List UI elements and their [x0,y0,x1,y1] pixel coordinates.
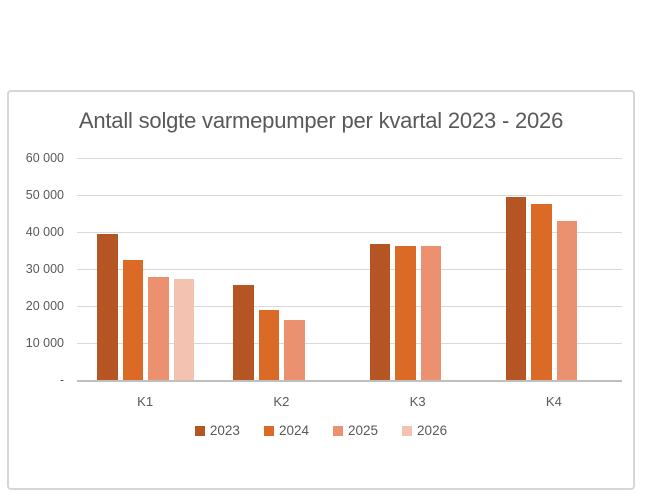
bar [233,285,254,380]
legend-label: 2023 [209,423,240,438]
bar [97,233,118,380]
bar [148,277,169,380]
bar [395,245,416,380]
x-axis-category-label: K4 [545,394,562,409]
y-axis-tick-label: 50 000 [25,188,64,202]
y-axis-tick-label: 40 000 [25,225,64,239]
legend-item: 2024 [263,423,309,438]
legend-label: 2024 [278,423,309,438]
bar [258,309,280,380]
bar [284,319,305,380]
x-axis-category-label: K3 [409,394,426,409]
y-axis-tick-label: 60 000 [25,151,64,165]
legend-item: 2023 [194,423,240,438]
bar [505,196,527,380]
x-axis-category-label: K1 [137,394,154,409]
legend-swatch [333,426,343,436]
y-axis-tick-label: - [59,373,64,387]
y-axis-tick-label: 10 000 [25,336,64,350]
legend-label: 2026 [417,423,448,438]
legend-swatch [402,426,413,436]
bar [531,204,552,380]
chart-frame: Antall solgte varmepumper per kvartal 20… [7,90,635,490]
y-axis-tick-label: 30 000 [25,262,64,276]
gridline [77,195,622,196]
y-axis-tick-label: 20 000 [25,299,64,313]
gridline [77,269,622,270]
gridline [77,343,622,344]
x-axis-line [77,380,622,382]
legend-swatch [194,426,205,436]
bar [556,221,578,380]
bar [122,260,144,380]
gridline [77,232,622,233]
bar [420,245,442,380]
x-axis-category-label: K2 [273,394,290,409]
gridline [77,158,622,159]
legend-label: 2025 [348,423,379,438]
chart-title: Antall solgte varmepumper per kvartal 20… [78,108,564,133]
bar [369,244,391,380]
bar [173,278,195,380]
legend-item: 2025 [333,424,378,438]
legend-item: 2026 [402,424,447,438]
legend-swatch [263,426,274,436]
gridline [77,306,622,307]
legend: 2023 2024 2025 2026 [9,424,633,438]
